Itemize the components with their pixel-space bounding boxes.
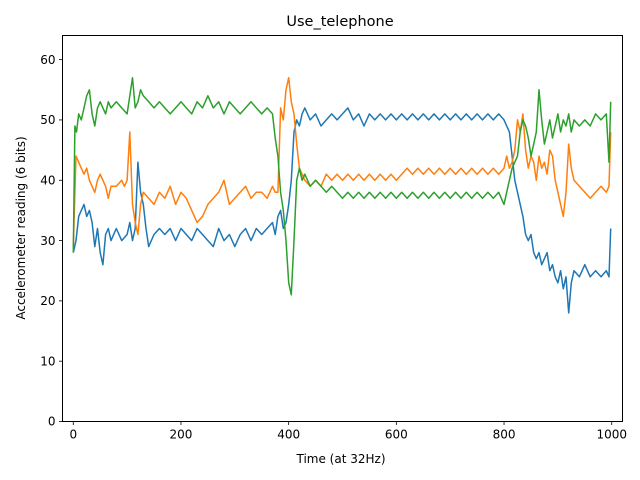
y-axis-label: Accelerometer reading (6 bits) [14,136,28,319]
series-line-3 [72,76,612,296]
series-group [72,76,612,314]
x-tick-label: 400 [277,428,300,442]
y-tick-label: 10 [40,354,55,368]
series-line-1 [72,107,612,314]
y-tick-label: 50 [40,113,55,127]
y-tick-label: 0 [48,415,56,429]
y-tick-label: 40 [40,173,55,187]
plot-frame [62,35,623,422]
y-tick-label: 20 [40,294,55,308]
series-line-2 [72,76,612,247]
x-tick-label: 600 [385,428,408,442]
chart-title: Use_telephone [286,14,393,30]
x-axis: 0 200 400 600 800 1000 [69,421,627,442]
y-tick-label: 60 [40,53,55,67]
x-tick-label: 0 [69,428,77,442]
x-tick-label: 1000 [596,428,627,442]
y-tick-label: 30 [40,234,55,248]
x-tick-label: 200 [170,428,193,442]
x-axis-label: Time (at 32Hz) [295,452,385,466]
x-tick-label: 800 [493,428,516,442]
y-axis: 0 10 20 30 40 50 60 [40,53,63,429]
